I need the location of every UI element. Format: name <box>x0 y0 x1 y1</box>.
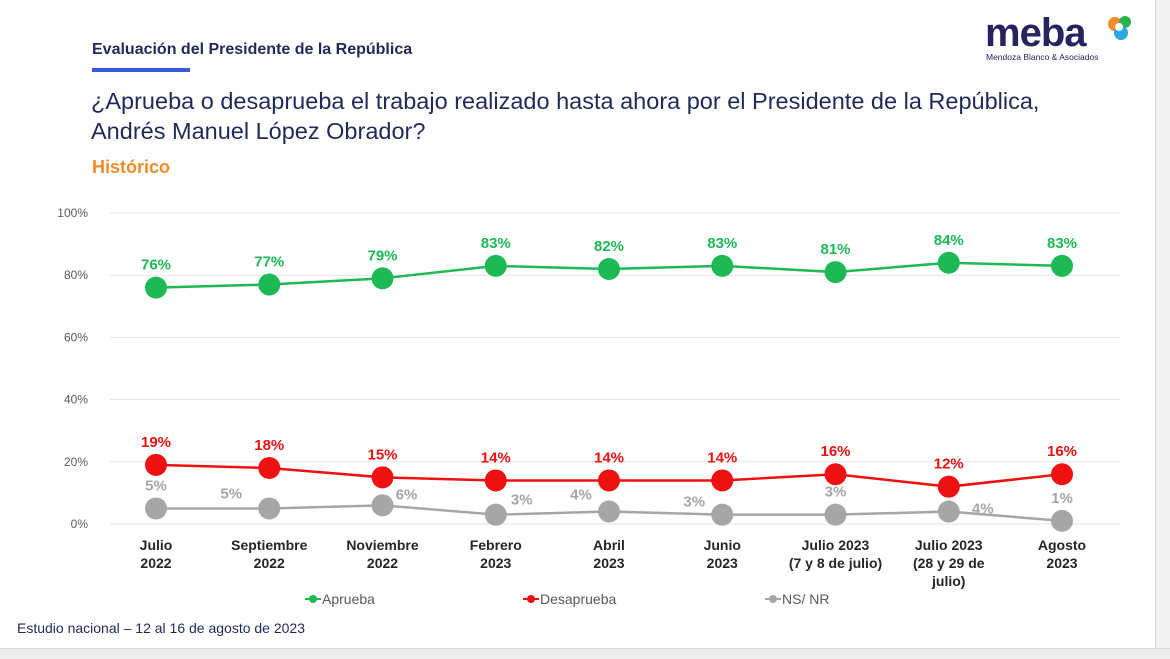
data-label: 81% <box>820 241 850 258</box>
data-point <box>258 273 281 296</box>
data-label: 12% <box>934 456 964 473</box>
data-label: 84% <box>934 232 964 249</box>
data-point <box>1051 254 1073 277</box>
y-tick-label: 100% <box>57 206 88 220</box>
data-label: 15% <box>367 446 397 463</box>
data-point <box>484 503 507 526</box>
data-point <box>824 261 847 284</box>
x-tick-label: Julio 2023 <box>915 537 983 553</box>
data-label: 76% <box>141 257 171 274</box>
y-tick-label: 20% <box>64 455 88 469</box>
legend-label: NS/ NR <box>782 591 829 607</box>
data-label: 3% <box>825 484 847 501</box>
data-label: 14% <box>707 449 737 466</box>
x-tick-label: (28 y 29 de <box>913 555 985 571</box>
data-label: 6% <box>396 486 418 503</box>
data-point <box>824 463 847 486</box>
footer-note: Estudio nacional – 12 al 16 de agosto de… <box>17 620 306 636</box>
data-label: 82% <box>594 238 624 255</box>
window-edge <box>1155 0 1170 658</box>
data-point <box>1051 509 1073 532</box>
section-title: Evaluación del Presidente de la Repúblic… <box>92 41 413 58</box>
data-point <box>824 503 847 526</box>
data-label: 16% <box>820 443 850 460</box>
data-label: 83% <box>707 235 737 252</box>
data-point <box>145 276 167 299</box>
data-label: 1% <box>1051 490 1073 507</box>
data-label: 16% <box>1047 443 1077 460</box>
x-tick-label: Julio <box>140 537 173 553</box>
data-point <box>937 251 960 274</box>
y-tick-label: 80% <box>64 268 88 282</box>
data-point <box>598 500 620 523</box>
data-point <box>258 497 281 520</box>
x-tick-label: 2022 <box>367 555 398 571</box>
data-point <box>484 469 507 492</box>
legend-marker <box>769 595 777 603</box>
x-tick-label: Junio <box>704 537 741 553</box>
data-label: 19% <box>141 434 171 451</box>
data-label: 77% <box>254 254 284 271</box>
question-title: ¿Aprueba o desaprueba el trabajo realiza… <box>91 88 1040 144</box>
data-point <box>598 469 620 492</box>
data-point <box>711 254 734 277</box>
data-point <box>371 466 394 489</box>
data-label: 4% <box>570 487 592 504</box>
data-point <box>598 257 620 280</box>
data-label: 83% <box>1047 235 1077 252</box>
data-point <box>937 500 960 523</box>
legend-marker <box>527 595 535 603</box>
y-tick-label: 0% <box>71 517 89 531</box>
data-point <box>145 497 167 520</box>
x-tick-label: 2022 <box>140 555 171 571</box>
x-tick-label: Noviembre <box>346 537 419 553</box>
legend-label: Aprueba <box>322 591 375 607</box>
data-point <box>371 267 394 290</box>
meba-logo: meba Mendoza Blanco & Asociados <box>985 12 1135 62</box>
data-label: 83% <box>481 235 511 252</box>
x-tick-label: Agosto <box>1038 537 1086 553</box>
x-tick-label: 2023 <box>480 555 511 571</box>
data-label: 3% <box>683 494 705 511</box>
legend-label: Desaprueba <box>540 591 616 607</box>
data-point <box>711 469 734 492</box>
data-point <box>145 453 167 476</box>
y-tick-label: 40% <box>64 393 88 407</box>
y-tick-label: 60% <box>64 330 88 344</box>
x-tick-label: (7 y 8 de julio) <box>789 555 882 571</box>
data-point <box>371 494 394 517</box>
title-underline <box>92 68 190 72</box>
x-tick-label: Julio 2023 <box>802 537 870 553</box>
data-label: 18% <box>254 437 284 454</box>
x-tick-label: 2023 <box>593 555 624 571</box>
data-label: 3% <box>511 492 533 509</box>
x-tick-label: 2022 <box>254 555 285 571</box>
data-label: 14% <box>481 449 511 466</box>
data-point <box>711 503 734 526</box>
logo-emblem-icon <box>1108 16 1131 40</box>
data-point <box>937 475 960 498</box>
data-label: 5% <box>220 485 242 502</box>
data-point <box>258 457 281 480</box>
x-tick-label: julio) <box>931 573 965 589</box>
data-point <box>1051 463 1073 486</box>
logo-tagline: Mendoza Blanco & Asociados <box>986 52 1099 62</box>
data-point <box>484 254 507 277</box>
subtitle: Histórico <box>92 157 171 177</box>
data-label: 14% <box>594 449 624 466</box>
logo-word: meba <box>985 11 1086 55</box>
window-edge-bottom <box>0 648 1170 659</box>
data-label: 5% <box>145 477 167 494</box>
x-tick-label: 2023 <box>707 555 738 571</box>
x-tick-label: Septiembre <box>231 537 307 553</box>
x-tick-label: Abril <box>593 537 625 553</box>
x-tick-label: 2023 <box>1046 555 1077 571</box>
legend-marker <box>309 595 317 603</box>
data-label: 79% <box>367 247 397 264</box>
x-tick-label: Febrero <box>470 537 522 553</box>
data-label: 4% <box>972 501 994 518</box>
